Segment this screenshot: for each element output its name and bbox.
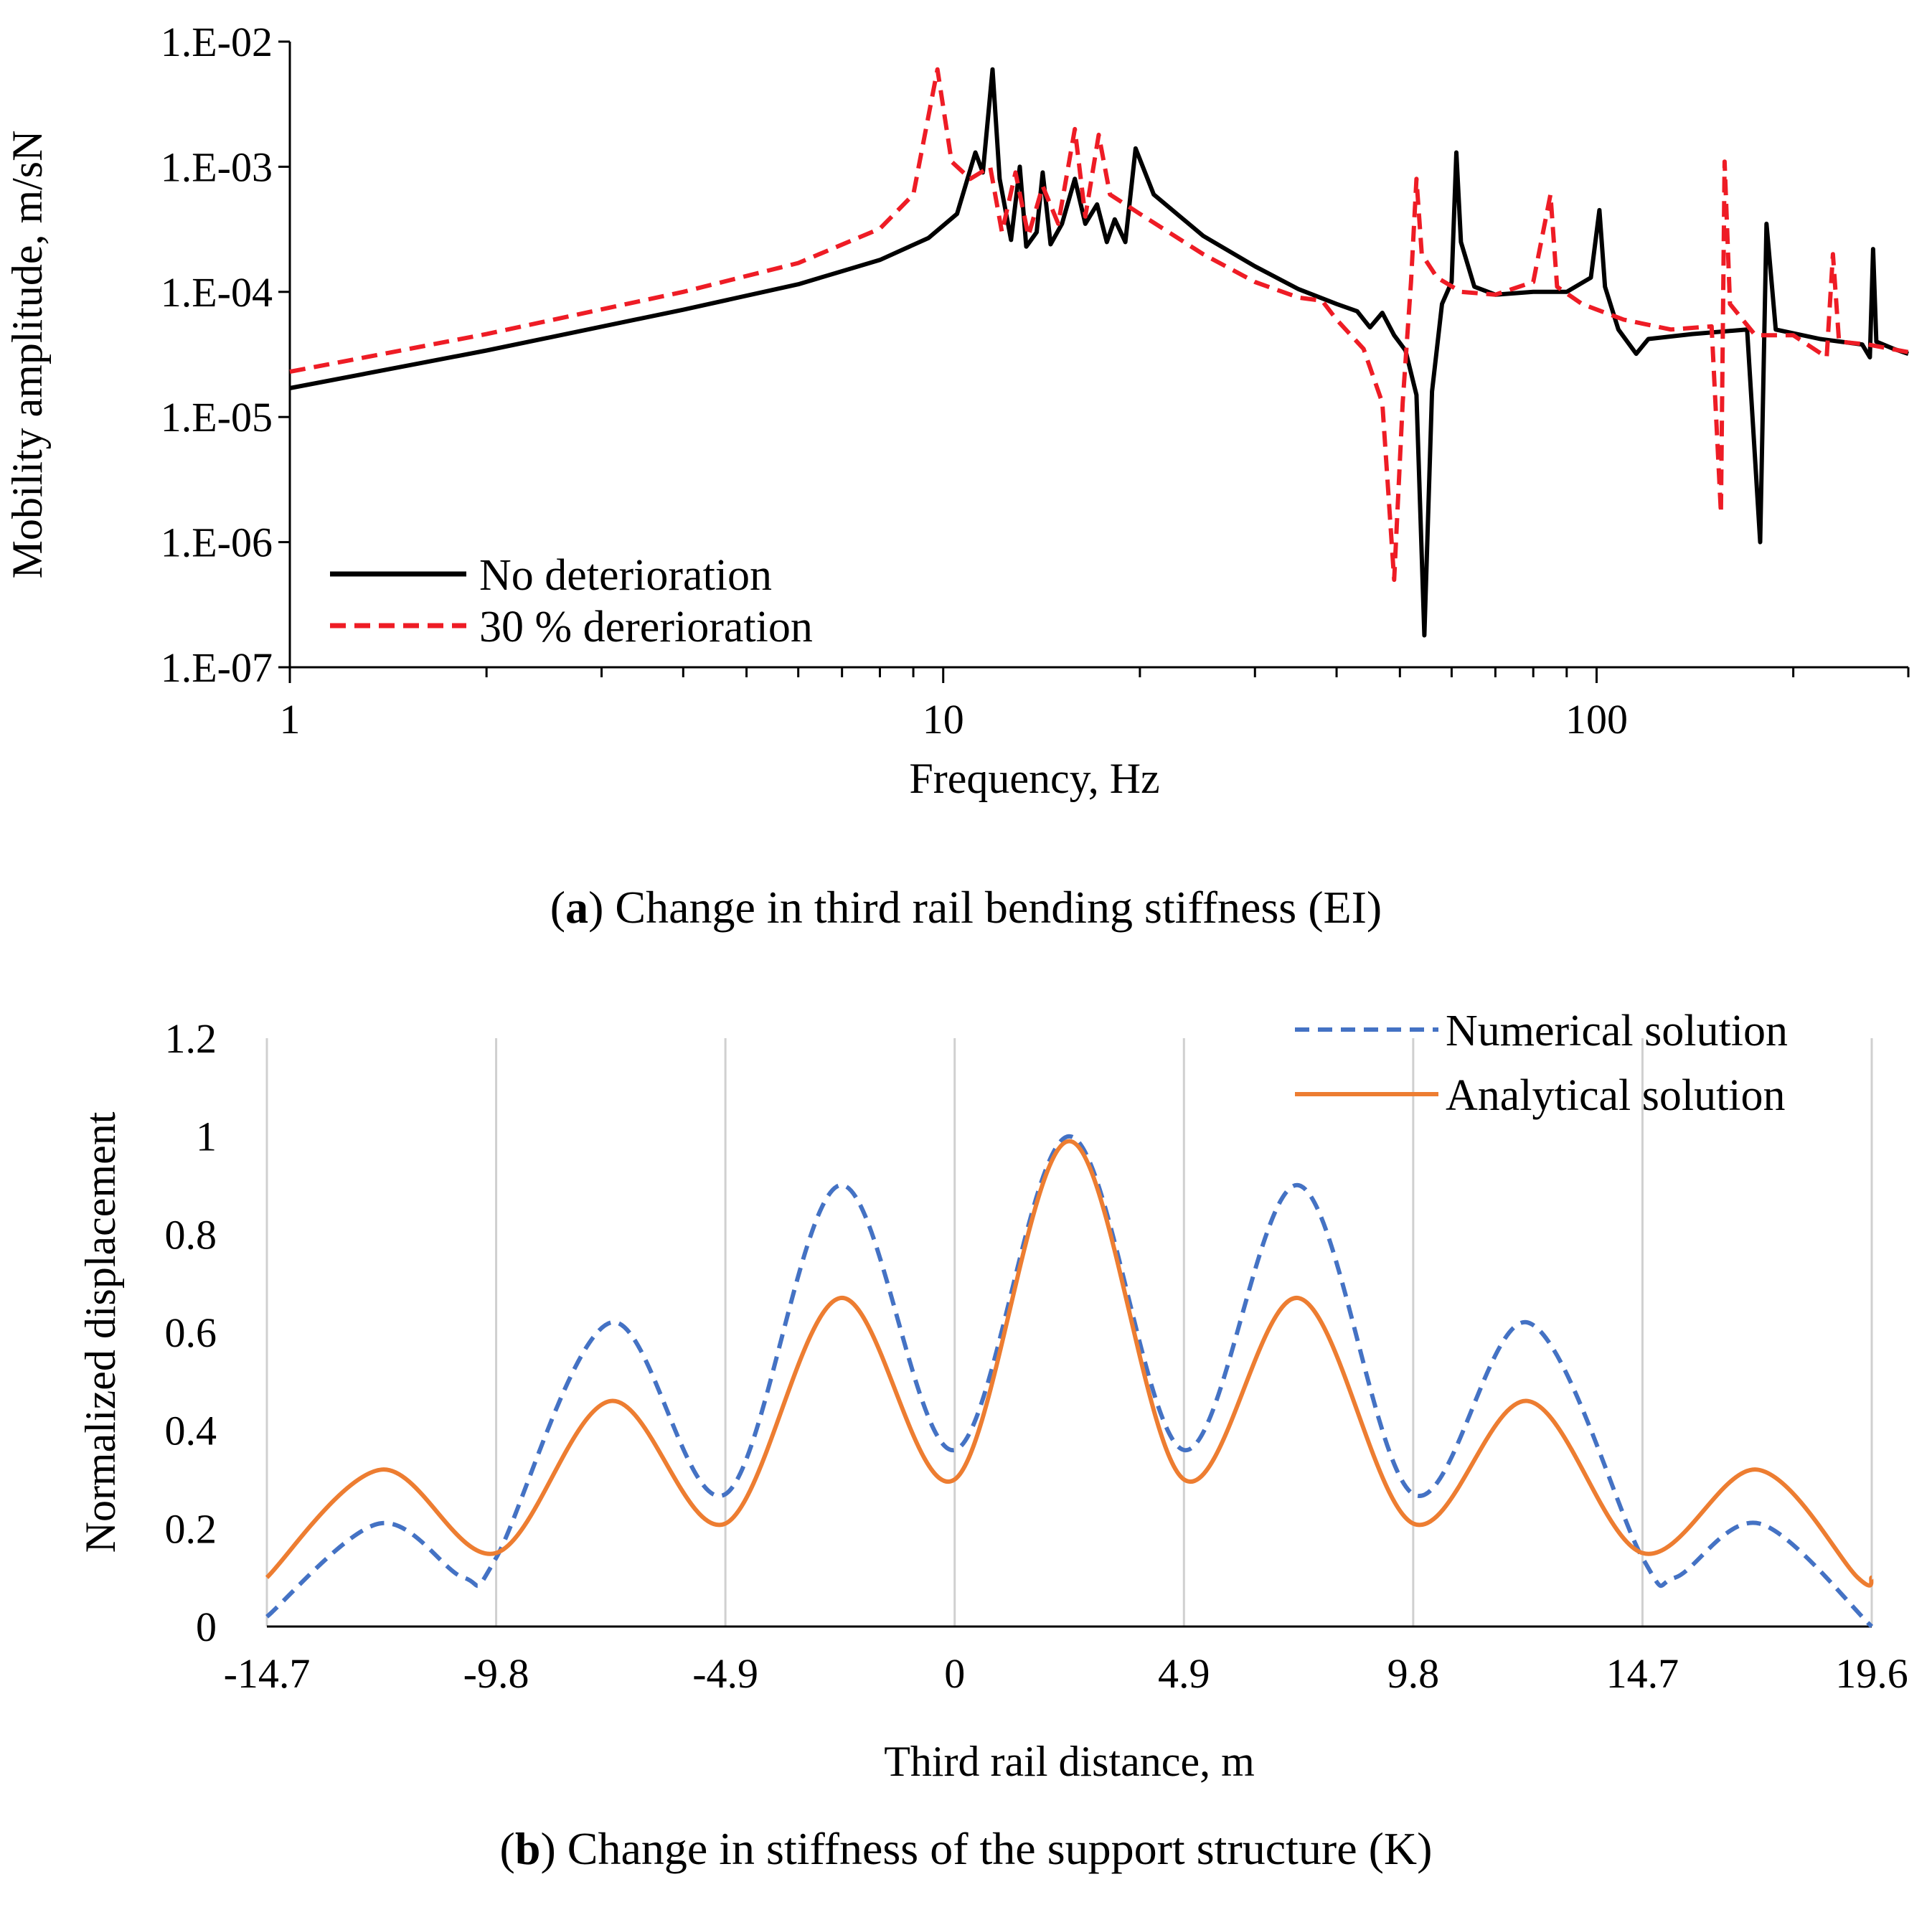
caption-a-label: a: [565, 882, 589, 933]
chart-b-labels: -14.7 -9.8 -4.9 0 4.9 9.8 14.7 19.6 0 0.2 0.4 0.6 0.…: [77, 1007, 1908, 1785]
chart-a-mobility: 1.E-07 1.E-06 1.E-05 1.E-04 1.E-03 1.E-02 1 10 1…: [4, 19, 1910, 802]
b-y-tick-label: 0: [196, 1604, 217, 1650]
a-y-tick-label: 1.E-04: [161, 269, 273, 316]
a-legend-label: No deterioration: [479, 551, 772, 600]
chart-b-axes: [265, 1038, 1873, 1628]
b-y-tick-label: 1: [196, 1114, 217, 1160]
b-y-axis-label: Normalized displacement: [77, 1111, 124, 1553]
a-x-tick-label: 1: [280, 696, 301, 743]
a-x-tick-label: 100: [1565, 696, 1628, 743]
a-y-tick-label: 1.E-02: [161, 19, 273, 65]
caption-a-text: ) Change in third rail bending stiffness…: [588, 882, 1382, 933]
b-x-tick-label: 4.9: [1158, 1650, 1210, 1697]
b-x-tick-label: -9.8: [463, 1650, 529, 1697]
b-y-tick-label: 0.8: [165, 1211, 217, 1258]
b-y-tick-label: 0.4: [165, 1408, 217, 1454]
chart-b-series: [265, 1134, 1874, 1629]
b-y-tick-label: 0.2: [165, 1505, 217, 1552]
b-x-tick-label: 9.8: [1387, 1650, 1440, 1697]
chart-a-series: [289, 67, 1909, 638]
a-y-tick-label: 1.E-06: [161, 519, 273, 566]
a-y-tick-label: 1.E-07: [161, 644, 273, 691]
b-legend-label: Analytical solution: [1446, 1071, 1786, 1120]
b-x-axis-label: Third rail distance, m: [884, 1738, 1255, 1785]
caption-b-label: b: [514, 1823, 541, 1874]
a-y-axis-label: Mobility amplitude, m/sN: [4, 131, 51, 579]
caption-a: (a) Change in third rail bending stiffne…: [550, 882, 1382, 933]
b-x-tick-label: 0: [944, 1650, 965, 1697]
chart-b-displacement: -14.7 -9.8 -4.9 0 4.9 9.8 14.7 19.6 0 0.2 0.4 0.6 0.…: [77, 1007, 1908, 1785]
a-legend-label: 30 % dererioration: [479, 603, 813, 651]
caption-b-text: ) Change in stiffness of the support str…: [540, 1823, 1433, 1874]
b-x-tick-label: 19.6: [1835, 1650, 1908, 1697]
b-series-line-numerical: [265, 1134, 1874, 1629]
a-x-axis-label: Frequency, Hz: [909, 755, 1159, 802]
a-x-tick-label: 10: [923, 696, 964, 743]
b-x-tick-label: -4.9: [692, 1650, 758, 1697]
chart-a-axes: [278, 40, 1910, 683]
b-legend-label: Numerical solution: [1446, 1007, 1788, 1055]
b-x-tick-label: 14.7: [1606, 1650, 1679, 1697]
caption-b: (b) Change in stiffness of the support s…: [499, 1823, 1433, 1874]
chart-a-labels: 1.E-07 1.E-06 1.E-05 1.E-04 1.E-03 1.E-02 1 10 1…: [4, 19, 1628, 802]
b-y-tick-label: 1.2: [165, 1015, 217, 1062]
a-y-tick-label: 1.E-03: [161, 143, 273, 190]
a-series-line-deterioration: [289, 67, 1909, 583]
b-series-line-analytical: [265, 1139, 1874, 1588]
b-x-tick-label: -14.7: [224, 1650, 311, 1697]
b-y-tick-label: 0.6: [165, 1309, 217, 1356]
a-y-tick-label: 1.E-05: [161, 394, 273, 441]
